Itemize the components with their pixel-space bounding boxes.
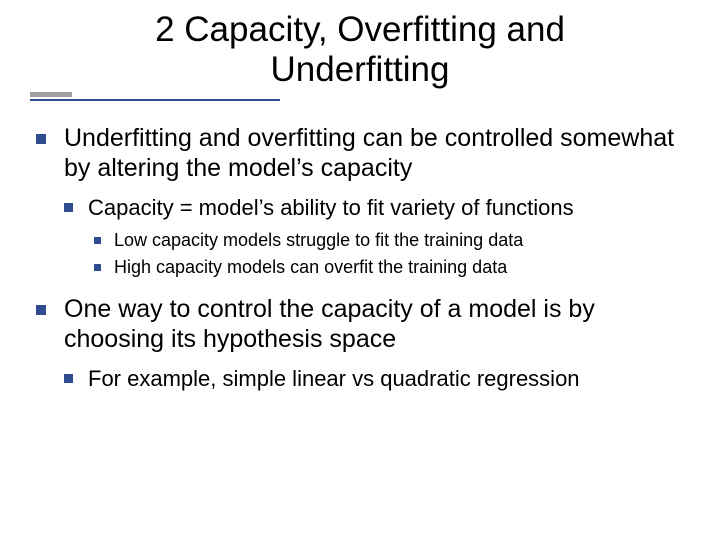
bullet-text: One way to control the capacity of a mod…: [64, 295, 595, 354]
bullet-text: Capacity = model’s ability to fit variet…: [88, 195, 574, 220]
slide: 2 Capacity, Overfitting and Underfitting…: [0, 0, 720, 540]
bullet-text: Low capacity models struggle to fit the …: [114, 230, 523, 250]
bullet-text: For example, simple linear vs quadratic …: [88, 366, 580, 391]
underline-long: [30, 99, 280, 101]
bullet-text: Underfitting and overfitting can be cont…: [64, 124, 674, 183]
list-item: Capacity = model’s ability to fit variet…: [64, 194, 690, 280]
list-item: High capacity models can overfit the tra…: [94, 256, 690, 279]
list-item: For example, simple linear vs quadratic …: [64, 365, 690, 393]
bullet-list-level3: Low capacity models struggle to fit the …: [94, 229, 690, 280]
title-block: 2 Capacity, Overfitting and Underfitting: [30, 10, 690, 91]
bullet-list-level2: For example, simple linear vs quadratic …: [64, 365, 690, 393]
bullet-text: High capacity models can overfit the tra…: [114, 257, 507, 277]
slide-title: 2 Capacity, Overfitting and Underfitting: [30, 10, 690, 91]
bullet-list-level2: Capacity = model’s ability to fit variet…: [64, 194, 690, 280]
list-item: Underfitting and overfitting can be cont…: [36, 123, 690, 280]
bullet-list-level1: Underfitting and overfitting can be cont…: [36, 123, 690, 393]
list-item: One way to control the capacity of a mod…: [36, 294, 690, 393]
list-item: Low capacity models struggle to fit the …: [94, 229, 690, 252]
underline-short: [30, 92, 72, 97]
